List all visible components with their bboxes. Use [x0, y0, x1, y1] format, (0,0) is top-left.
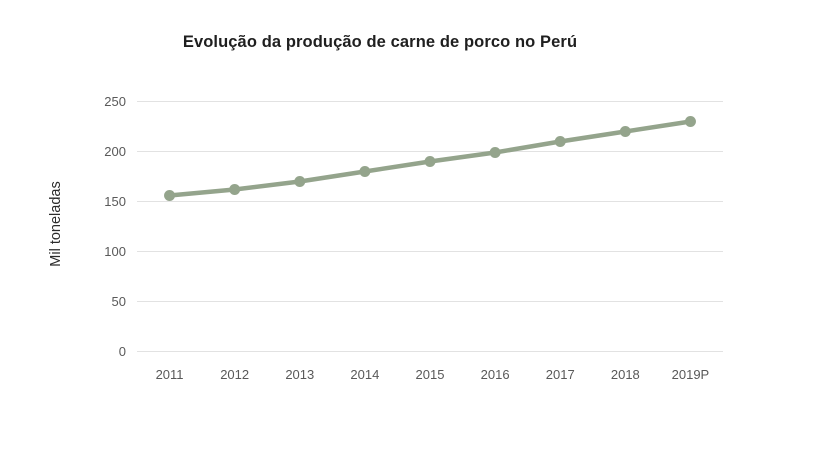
data-point-2012	[229, 184, 241, 195]
x-tick-label-2015: 2015	[416, 367, 445, 382]
data-point-2017	[554, 136, 566, 147]
data-point-2015	[424, 156, 436, 167]
data-point-2019P	[684, 116, 696, 127]
y-tick-label-200: 200	[104, 144, 126, 159]
chart-title: Evolução da produção de carne de porco n…	[182, 33, 578, 51]
data-point-2014	[359, 166, 371, 177]
y-tick-label-100: 100	[104, 244, 126, 259]
x-tick-label-2018: 2018	[611, 367, 640, 382]
y-tick-label-0: 0	[119, 344, 126, 359]
x-tick-label-2011: 2011	[156, 367, 184, 382]
x-tick-label-2016: 2016	[481, 367, 510, 382]
y-tick-label-50: 50	[112, 294, 126, 309]
data-point-2016	[489, 147, 501, 158]
x-tick-label-2019P: 2019P	[672, 367, 710, 382]
x-tick-label-2013: 2013	[285, 367, 314, 382]
x-tick-label-2017: 2017	[546, 367, 575, 382]
data-point-2011	[164, 190, 176, 201]
y-tick-label-150: 150	[104, 194, 126, 209]
x-tick-label-2014: 2014	[350, 367, 379, 382]
y-tick-label-250: 250	[104, 94, 126, 109]
data-point-2013	[294, 176, 306, 187]
data-point-2018	[619, 126, 631, 137]
x-tick-label-2012: 2012	[220, 367, 249, 382]
